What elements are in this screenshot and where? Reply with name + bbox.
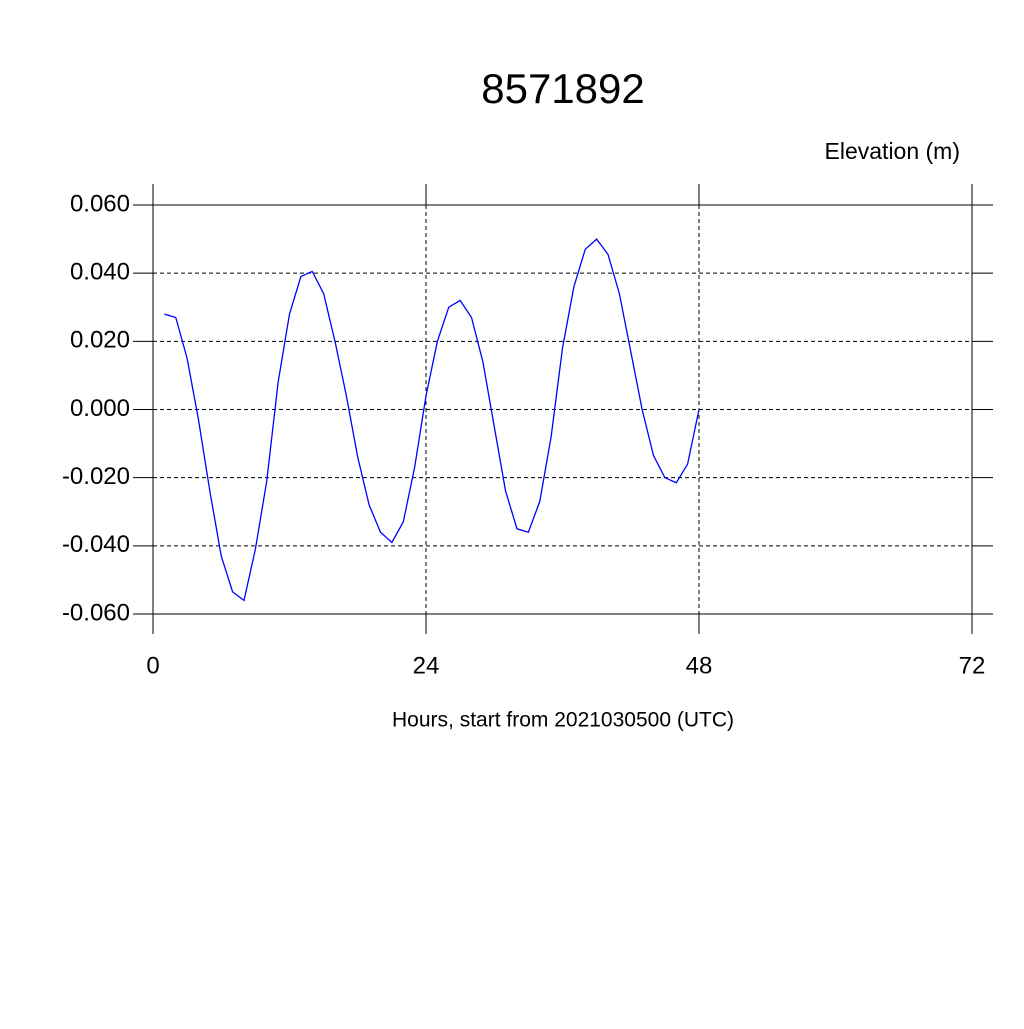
y-tick-label: 0.000 — [70, 395, 130, 422]
y-tick-label: -0.020 — [62, 463, 130, 490]
y-axis-label: Elevation (m) — [825, 138, 960, 164]
y-tick-label: 0.060 — [70, 190, 130, 217]
chart-title: 8571892 — [481, 65, 645, 112]
data-line — [164, 238, 700, 602]
x-axis-label: Hours, start from 2021030500 (UTC) — [392, 709, 734, 732]
y-tick-label: -0.040 — [62, 531, 130, 558]
x-tick-label: 48 — [686, 652, 713, 679]
y-tick-label: -0.060 — [62, 599, 130, 626]
x-tick-label: 24 — [413, 652, 440, 679]
x-tick-label: 72 — [959, 652, 986, 679]
y-tick-label: 0.020 — [70, 327, 130, 354]
x-tick-label: 0 — [146, 652, 159, 679]
y-tick-label: 0.040 — [70, 259, 130, 286]
